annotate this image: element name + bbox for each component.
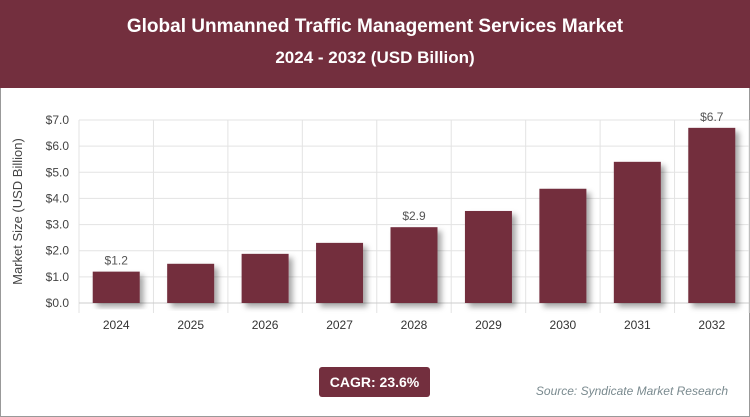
bar-2025	[167, 263, 215, 303]
x-tick-label: 2028	[401, 318, 428, 332]
x-tick-label: 2032	[698, 318, 725, 332]
x-tick-label: 2025	[177, 318, 204, 332]
x-tick-label: 2029	[475, 318, 502, 332]
x-tick-label: 2024	[103, 318, 130, 332]
x-tick-label: 2027	[326, 318, 353, 332]
bar-2031	[613, 161, 661, 303]
y-tick-label: $1.0	[46, 270, 70, 284]
x-tick-label: 2030	[550, 318, 577, 332]
bar-2026	[241, 253, 289, 303]
source-note: Source: Syndicate Market Research	[535, 384, 728, 398]
chart-header: Global Unmanned Traffic Management Servi…	[0, 0, 750, 88]
y-axis-title: Market Size (USD Billion)	[10, 138, 25, 285]
y-tick-label: $6.0	[46, 139, 70, 153]
bar-2030	[539, 188, 587, 303]
y-tick-label: $5.0	[46, 165, 70, 179]
data-label: $6.7	[700, 110, 724, 124]
data-label: $1.2	[105, 254, 129, 268]
bar-2029	[464, 210, 512, 303]
bar-2024	[92, 271, 140, 303]
chart-title: Global Unmanned Traffic Management Servi…	[126, 16, 624, 37]
bar-2028	[390, 227, 438, 303]
chart-subtitle: 2024 - 2032 (USD Billion)	[275, 48, 475, 67]
bar-2027	[316, 242, 364, 303]
y-tick-label: $2.0	[46, 244, 70, 258]
y-tick-label: $7.0	[46, 113, 70, 127]
data-label: $2.9	[402, 209, 426, 223]
y-tick-label: $0.0	[46, 296, 70, 310]
cagr-badge: CAGR: 23.6%	[319, 367, 430, 397]
y-tick-label: $4.0	[46, 191, 70, 205]
x-tick-label: 2026	[252, 318, 279, 332]
bar-2032	[688, 127, 736, 303]
y-tick-label: $3.0	[46, 218, 70, 232]
x-tick-label: 2031	[624, 318, 651, 332]
